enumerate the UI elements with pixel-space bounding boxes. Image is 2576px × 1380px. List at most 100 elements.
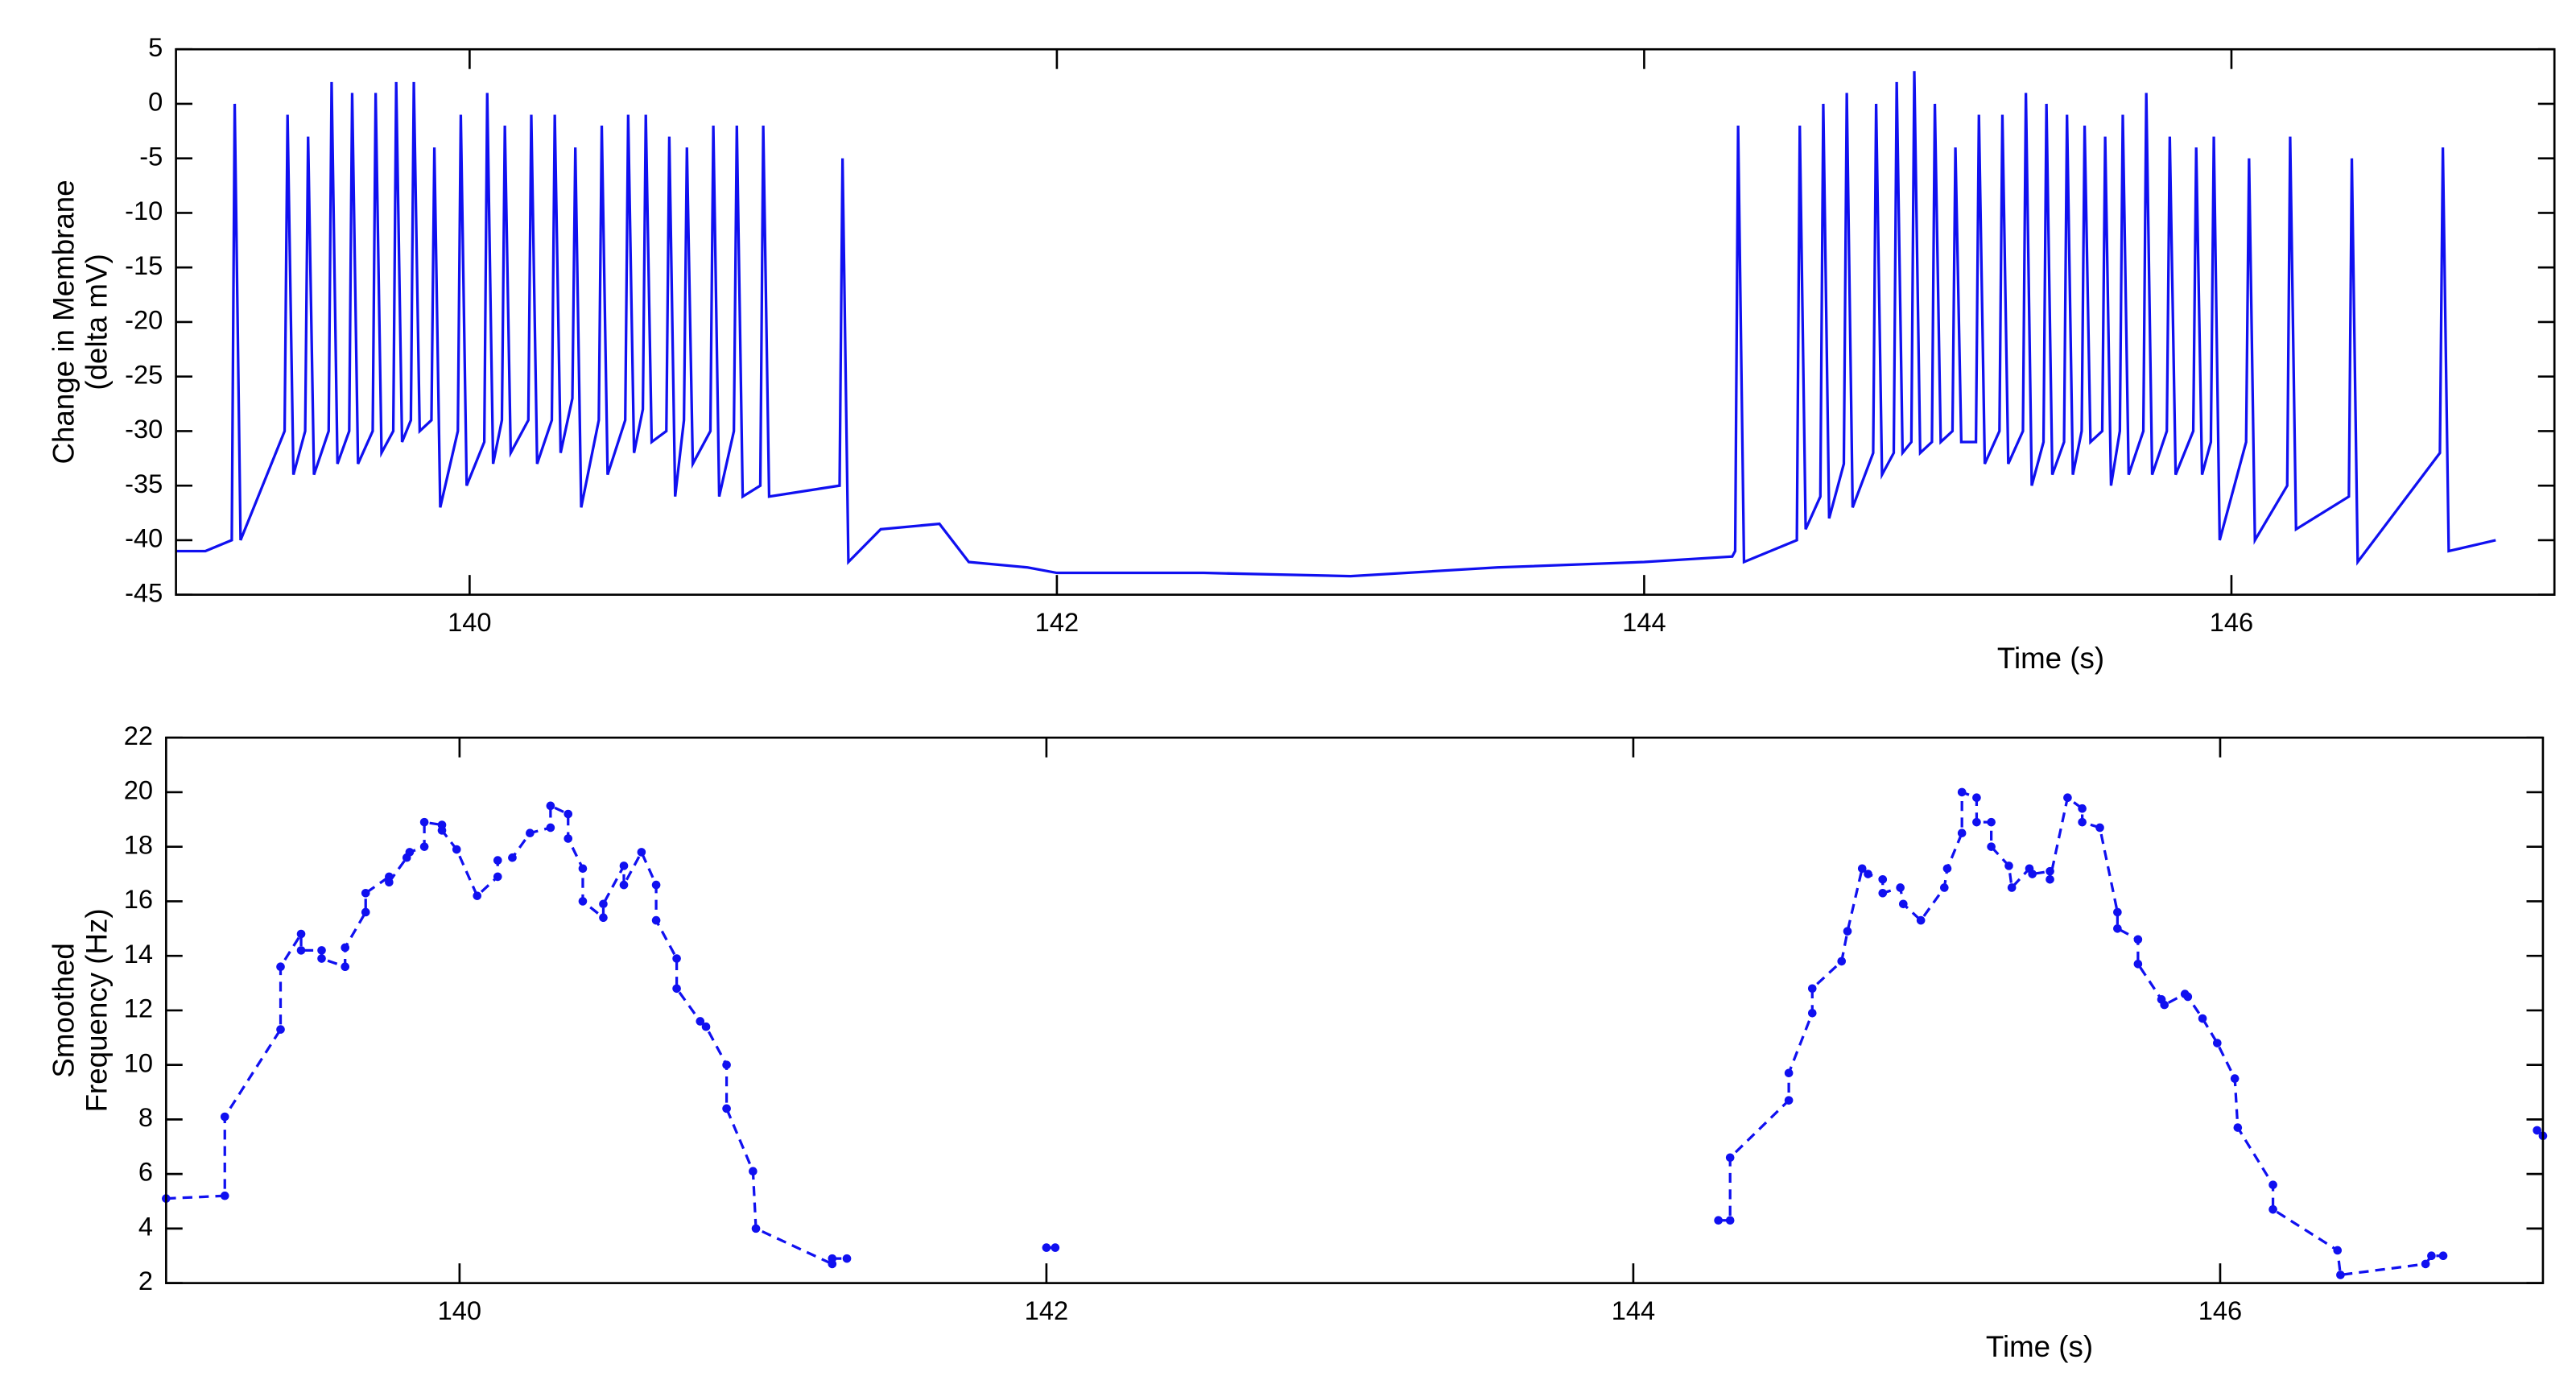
y-tick-label: -40 (125, 523, 163, 553)
data-point (2160, 1000, 2169, 1010)
data-point (1725, 1216, 1735, 1225)
data-point (749, 1167, 758, 1176)
data-point (619, 861, 629, 870)
data-point (2046, 875, 2054, 884)
data-point (1896, 883, 1905, 892)
x-axis-label: Time (s) (1997, 642, 2104, 675)
data-point (696, 1017, 705, 1026)
x-tick-label: 144 (1622, 607, 1666, 637)
y-tick-label: -30 (125, 414, 163, 444)
y-tick-label: -45 (125, 577, 163, 607)
data-point (1784, 1096, 1794, 1105)
y-tick-label: 16 (124, 884, 153, 914)
y-tick-label: 8 (138, 1102, 153, 1132)
y-tick-label: 5 (148, 32, 163, 62)
y-tick-label: 18 (124, 829, 153, 859)
data-point (2233, 1123, 2243, 1132)
data-point (1864, 870, 1872, 878)
data-point (473, 891, 482, 900)
data-point (1942, 864, 1952, 874)
data-point (2427, 1251, 2436, 1261)
y-tick-label: -35 (125, 469, 163, 498)
y-tick-label: -25 (125, 359, 163, 389)
y-axis-label: Smoothed (47, 943, 80, 1077)
data-point (2213, 1039, 2222, 1047)
data-point (317, 954, 326, 963)
data-point (2230, 1074, 2240, 1083)
data-point (578, 897, 588, 906)
data-point (296, 929, 306, 939)
data-point (578, 864, 588, 874)
y-tick-label: 2 (138, 1266, 153, 1295)
y-tick-label: 22 (124, 721, 153, 750)
data-point (361, 907, 370, 917)
data-point (722, 1060, 731, 1069)
x-tick-label: 140 (448, 607, 491, 637)
data-point (1916, 915, 1926, 925)
data-point (2063, 793, 2072, 802)
data-point (1857, 864, 1867, 874)
data-point (419, 817, 429, 827)
data-point (341, 943, 350, 952)
data-point (701, 1022, 711, 1031)
data-point (637, 848, 646, 857)
data-point (452, 845, 461, 854)
data-point (2046, 866, 2054, 876)
data-point (2268, 1180, 2277, 1189)
data-point (419, 842, 429, 851)
data-point (317, 946, 326, 955)
y-tick-label: -10 (125, 196, 163, 225)
y-axis-label: (delta mV) (80, 254, 113, 390)
data-point (1987, 842, 1996, 851)
y-tick-label: 14 (124, 939, 153, 969)
data-point (619, 880, 629, 890)
y-tick-label: -5 (139, 141, 163, 171)
data-point (2438, 1251, 2448, 1261)
data-point (1784, 1068, 1794, 1078)
data-point (2133, 935, 2143, 944)
data-point (842, 1254, 852, 1263)
y-tick-label: 10 (124, 1047, 153, 1077)
data-point (651, 915, 661, 925)
data-point (2095, 823, 2104, 833)
data-point (220, 1191, 229, 1200)
data-point (1714, 1216, 1723, 1225)
data-point (1898, 899, 1908, 909)
data-point (385, 878, 394, 887)
data-point (722, 1104, 731, 1114)
data-point (220, 1112, 229, 1122)
x-tick-label: 146 (2210, 607, 2253, 637)
data-line (175, 71, 2496, 578)
data-point (2028, 870, 2037, 878)
data-point (1957, 787, 1967, 797)
data-point (2198, 1014, 2207, 1023)
data-point (2113, 923, 2122, 933)
plot-frame (165, 736, 2545, 1284)
data-point (2078, 817, 2087, 827)
y-axis-label: Change in Membrane (47, 180, 80, 464)
x-axis-label: Time (s) (1986, 1330, 2093, 1363)
y-tick-label: -15 (125, 250, 163, 280)
data-point (599, 913, 608, 923)
data-point (405, 848, 415, 857)
data-point (828, 1254, 837, 1263)
data-point (1042, 1243, 1051, 1252)
data-point (1807, 1008, 1817, 1018)
y-tick-label: -20 (125, 305, 163, 335)
data-point (276, 962, 285, 972)
data-point (2336, 1271, 2345, 1279)
data-point (2113, 907, 2122, 917)
data-point (296, 946, 306, 955)
data-point (651, 880, 661, 890)
y-tick-label: 0 (148, 87, 163, 117)
y-tick-label: 20 (124, 775, 153, 805)
x-tick-label: 142 (1035, 607, 1079, 637)
data-point (1807, 984, 1817, 994)
y-tick-label: 4 (138, 1211, 153, 1241)
data-point (1972, 817, 1981, 827)
data-point (2183, 992, 2193, 1002)
data-point (564, 809, 573, 819)
data-point (751, 1224, 761, 1233)
